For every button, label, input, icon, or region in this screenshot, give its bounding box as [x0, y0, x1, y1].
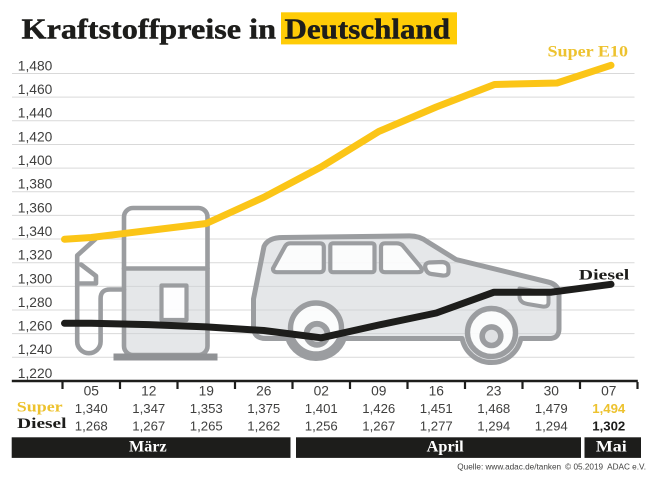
svg-text:1,479: 1,479: [535, 401, 568, 416]
svg-text:1,360: 1,360: [18, 200, 53, 215]
svg-text:1,302: 1,302: [592, 418, 625, 433]
svg-text:Diesel: Diesel: [579, 267, 630, 283]
svg-text:1,468: 1,468: [477, 401, 510, 416]
svg-text:1,267: 1,267: [132, 418, 165, 433]
svg-text:1,347: 1,347: [132, 401, 165, 416]
svg-text:1,320: 1,320: [18, 248, 53, 263]
svg-text:1,294: 1,294: [477, 418, 510, 433]
svg-text:1,256: 1,256: [305, 418, 338, 433]
svg-text:Deutschland: Deutschland: [285, 14, 451, 46]
svg-text:1,380: 1,380: [18, 177, 53, 192]
svg-text:02: 02: [314, 383, 329, 398]
svg-text:April: April: [427, 439, 465, 456]
svg-text:1,451: 1,451: [420, 401, 453, 416]
svg-text:März: März: [129, 439, 167, 456]
svg-text:Super: Super: [17, 400, 63, 416]
svg-text:Diesel: Diesel: [17, 416, 66, 432]
svg-text:1,340: 1,340: [75, 401, 108, 416]
svg-text:1,426: 1,426: [362, 401, 395, 416]
svg-text:1,260: 1,260: [18, 319, 53, 334]
svg-text:12: 12: [141, 383, 156, 398]
svg-text:1,480: 1,480: [18, 58, 53, 73]
svg-text:16: 16: [429, 383, 445, 398]
svg-text:1,401: 1,401: [305, 401, 338, 416]
svg-text:Kraftstoffpreise in: Kraftstoffpreise in: [22, 14, 277, 46]
svg-text:1,220: 1,220: [18, 366, 53, 381]
svg-text:1,420: 1,420: [18, 129, 53, 144]
svg-text:1,268: 1,268: [75, 418, 108, 433]
svg-text:1,267: 1,267: [362, 418, 395, 433]
svg-text:30: 30: [544, 383, 560, 398]
svg-text:05: 05: [84, 383, 100, 398]
svg-text:1,240: 1,240: [18, 342, 53, 357]
svg-text:1,400: 1,400: [18, 153, 53, 168]
svg-text:1,440: 1,440: [18, 106, 53, 121]
svg-text:1,280: 1,280: [18, 295, 53, 310]
svg-text:1,262: 1,262: [247, 418, 280, 433]
svg-text:19: 19: [199, 383, 215, 398]
svg-text:1,300: 1,300: [18, 271, 53, 286]
svg-text:1,353: 1,353: [190, 401, 223, 416]
svg-text:1,375: 1,375: [247, 401, 280, 416]
svg-text:Super E10: Super E10: [548, 43, 629, 60]
svg-text:Mai: Mai: [596, 439, 627, 456]
svg-text:09: 09: [371, 383, 387, 398]
svg-text:07: 07: [601, 383, 616, 398]
svg-text:1,294: 1,294: [535, 418, 568, 433]
svg-text:26: 26: [256, 383, 272, 398]
svg-text:1,277: 1,277: [420, 418, 453, 433]
svg-text:1,340: 1,340: [18, 224, 53, 239]
svg-text:Quelle: www.adac.de/tanken © 0: Quelle: www.adac.de/tanken © 05.2019 ADA…: [457, 462, 646, 471]
svg-text:1,460: 1,460: [18, 82, 53, 97]
svg-text:23: 23: [486, 383, 502, 398]
svg-text:1,265: 1,265: [190, 418, 223, 433]
svg-text:1,494: 1,494: [592, 401, 626, 416]
